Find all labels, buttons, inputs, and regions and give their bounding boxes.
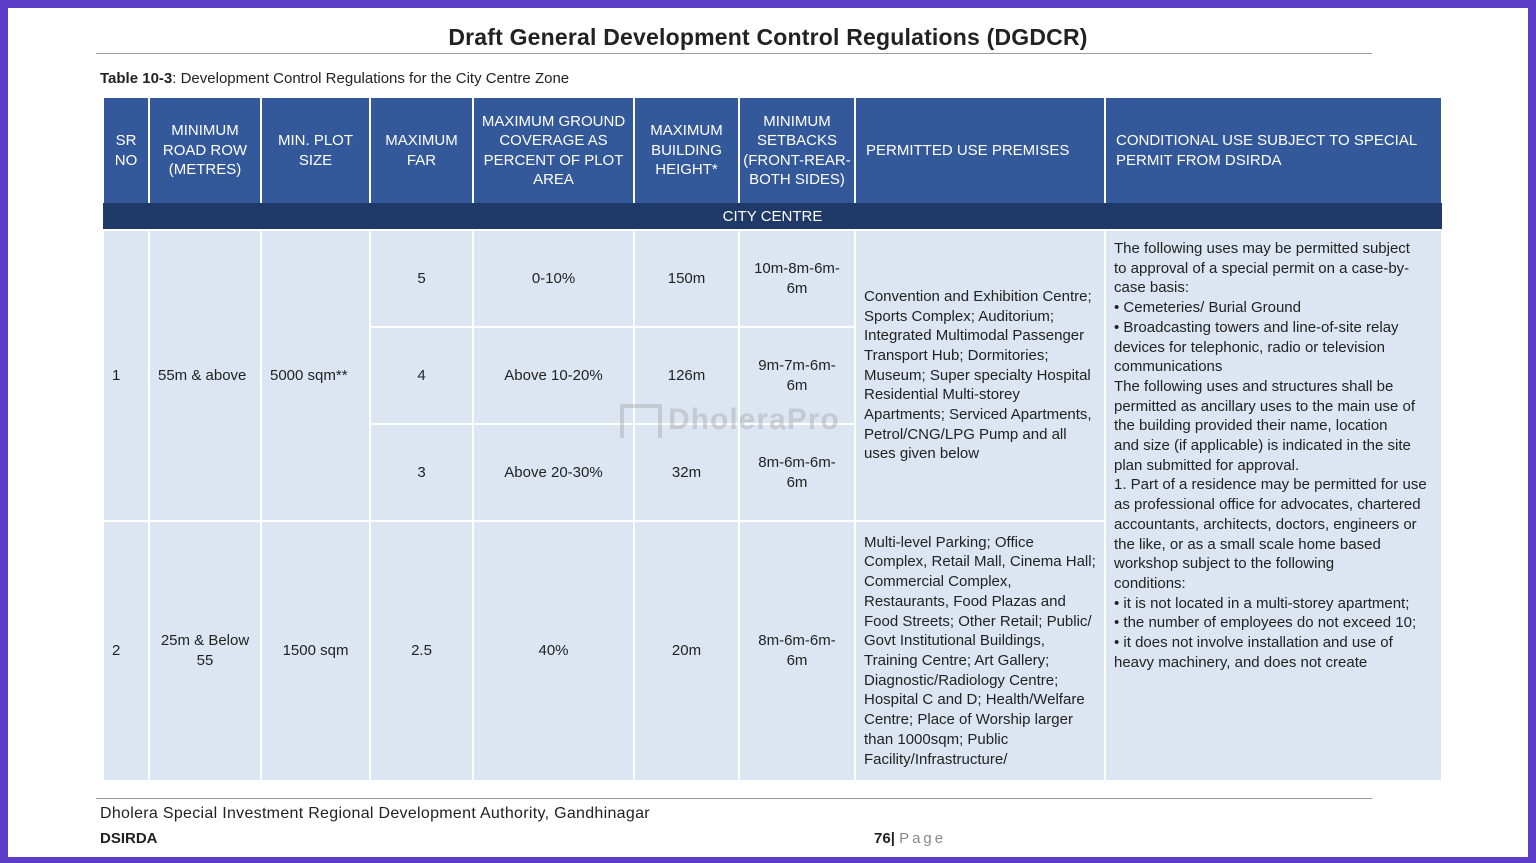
row1b-coverage: Above 10-20% <box>472 326 635 425</box>
row1a-height: 150m <box>633 229 740 328</box>
header-plot-size: MIN. PLOT SIZE <box>260 98 371 203</box>
row1a-coverage: 0-10% <box>472 229 635 328</box>
page-separator: | <box>890 830 895 847</box>
row1b-far: 4 <box>369 326 474 425</box>
row1c-far: 3 <box>369 423 474 522</box>
row1a-setbacks: 10m-8m-6m-6m <box>738 229 856 328</box>
header-conditional-use: CONDITIONAL USE SUBJECT TO SPECIAL PERMI… <box>1104 98 1443 203</box>
table-row: 1 55m & above 5000 sqm** 5 0-10% 150m 10… <box>102 229 1443 782</box>
row1-sr: 1 <box>102 229 150 522</box>
header-building-height: MAXIMUM BUILDING HEIGHT* <box>633 98 740 203</box>
zone-row: CITY CENTRE <box>103 203 1442 230</box>
footer-authority: Dholera Special Investment Regional Deve… <box>100 805 650 822</box>
header-sr-no: SR NO <box>102 98 150 203</box>
watermark: DholeraPro <box>620 403 840 439</box>
page-word: Page <box>899 830 947 847</box>
row1-permitted-use: Convention and Exhibition Centre; Sports… <box>854 229 1106 522</box>
table-row: 3 Above 20-30% 32m 8m-6m-6m-6m <box>103 423 1442 522</box>
header-row: SR NO MINIMUM ROAD ROW (METRES) MIN. PLO… <box>102 98 1443 203</box>
row2-far: 2.5 <box>369 520 474 782</box>
watermark-text: DholeraPro <box>668 403 840 436</box>
header-divider <box>96 53 1372 54</box>
row1b-setbacks: 9m-7m-6m-6m <box>738 326 856 425</box>
row2-road-row: 25m & Below 55 <box>148 520 262 782</box>
row2-setbacks: 8m-6m-6m-6m <box>738 520 856 782</box>
regulations-table: SR NO MINIMUM ROAD ROW (METRES) MIN. PLO… <box>102 98 1443 782</box>
row1-plot-size: 5000 sqm** <box>260 229 371 522</box>
conditional-use-text: The following uses may be permitted subj… <box>1104 229 1443 782</box>
header-setbacks: MINIMUM SETBACKS (FRONT-REAR-BOTH SIDES) <box>738 98 856 203</box>
header-far: MAXIMUM FAR <box>369 98 474 203</box>
header-permitted-use: PERMITTED USE PREMISES <box>854 98 1106 203</box>
row1c-setbacks: 8m-6m-6m-6m <box>738 423 856 522</box>
watermark-logo-icon <box>620 404 662 439</box>
document-title: Draft General Development Control Regula… <box>448 24 1088 50</box>
row2-plot-size: 1500 sqm <box>260 520 371 782</box>
row2-coverage: 40% <box>472 520 635 782</box>
row2-sr: 2 <box>102 520 150 782</box>
table-caption-label: Table 10-3 <box>100 70 173 87</box>
row2-permitted-use: Multi-level Parking; Office Complex, Ret… <box>854 520 1106 782</box>
document-page: Draft General Development Control Regula… <box>8 8 1528 857</box>
row1c-height: 32m <box>633 423 740 522</box>
row1-road-row: 55m & above <box>148 229 262 522</box>
row1a-far: 5 <box>369 229 474 328</box>
footer-page-number: 76| Page <box>874 830 946 847</box>
zone-label: CITY CENTRE <box>103 203 1442 230</box>
footer-short-name: DSIRDA <box>100 830 158 847</box>
table-row: 2 25m & Below 55 1500 sqm 2.5 40% 20m 8m… <box>102 520 1442 782</box>
row1c-coverage: Above 20-30% <box>472 423 635 522</box>
row1b-height: 126m <box>633 326 740 425</box>
footer-divider <box>96 798 1372 799</box>
header-road-row: MINIMUM ROAD ROW (METRES) <box>148 98 262 203</box>
table-row: 4 Above 10-20% 126m 9m-7m-6m-6m <box>103 326 1442 425</box>
page-number: 76 <box>874 830 891 847</box>
header-ground-coverage: MAXIMUM GROUND COVERAGE AS PERCENT OF PL… <box>472 98 635 203</box>
row2-height: 20m <box>633 520 740 782</box>
table-caption: Table 10-3: Development Control Regulati… <box>100 70 569 87</box>
table-caption-text: : Development Control Regulations for th… <box>172 70 570 87</box>
